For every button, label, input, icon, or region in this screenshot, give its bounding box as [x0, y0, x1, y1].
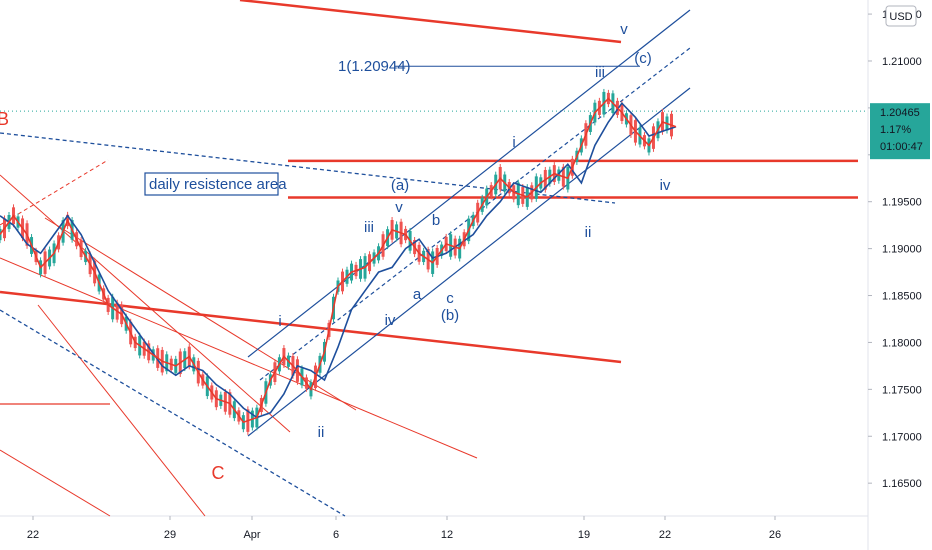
x-tick-label: 22	[659, 529, 671, 541]
y-tick-label: 1.19000	[882, 244, 922, 256]
wave-label-red: B	[0, 109, 9, 129]
y-tick-label: 1.17000	[882, 431, 922, 443]
x-tick-label: 29	[164, 529, 176, 541]
wave-label-blue: (c)	[634, 50, 652, 67]
x-tick-label: 6	[333, 529, 339, 541]
last-price-value: 1.20465	[880, 107, 920, 119]
last-price-tag	[870, 103, 930, 160]
blue-dashed-descending	[0, 132, 616, 204]
x-tick-label: 12	[441, 529, 453, 541]
red-channel-thin-1	[0, 174, 291, 433]
wave-label-red: C	[212, 463, 225, 483]
y-tick-label: 1.17500	[882, 384, 922, 396]
wave-label-blue: v	[620, 21, 628, 38]
red-channel-thin-4	[0, 449, 111, 517]
wave-label-blue: iv	[385, 312, 396, 329]
wave-label-blue: (b)	[441, 307, 459, 324]
wave-label-blue: iv	[660, 177, 671, 194]
x-tick-label: 19	[578, 529, 590, 541]
wave-label-blue: (a)	[391, 177, 409, 194]
x-tick-label: 22	[27, 529, 39, 541]
wave-label-blue: c	[446, 290, 454, 307]
red-trendline-lower	[0, 290, 622, 364]
series-line-red	[0, 97, 677, 424]
wave-label-blue: b	[432, 212, 440, 229]
currency-label: USD	[889, 11, 912, 23]
wave-label-blue: iii	[364, 219, 374, 236]
wave-label-blue: i	[512, 134, 515, 151]
y-tick-label: 1.18000	[882, 337, 922, 349]
red-channel-thin-2	[0, 257, 478, 459]
y-tick-label: 1.18500	[882, 291, 922, 303]
x-tick-label: 26	[769, 529, 781, 541]
red-channel-thin-5	[37, 304, 206, 517]
blue-channel-upper	[247, 9, 691, 358]
wave-label-blue: ii	[318, 424, 325, 441]
red-trendline-top	[239, 0, 622, 44]
last-price-change: 1.17%	[880, 124, 911, 136]
wave-label-blue: i	[278, 313, 281, 330]
last-price-countdown: 01:00:47	[880, 141, 923, 153]
resistance-label-box	[144, 172, 279, 196]
y-tick-label: 1.16500	[882, 478, 922, 490]
wave-label-blue: iii	[595, 64, 605, 81]
target-price-label: 1(1.20944)	[338, 58, 411, 75]
series-line-blue	[0, 101, 677, 419]
red-channel-thin-3	[44, 217, 357, 411]
currency-box	[885, 5, 917, 27]
wave-label-blue: a	[413, 286, 422, 303]
y-tick-label: 1.19500	[882, 197, 922, 209]
x-tick-label: Apr	[243, 529, 260, 541]
wave-label-blue: v	[395, 199, 403, 216]
resistance-label: daily resistence area	[149, 176, 287, 193]
wave-label-blue: ii	[585, 224, 592, 241]
y-tick-label: 1.21000	[882, 56, 922, 68]
blue-dashed-lower	[0, 309, 346, 517]
